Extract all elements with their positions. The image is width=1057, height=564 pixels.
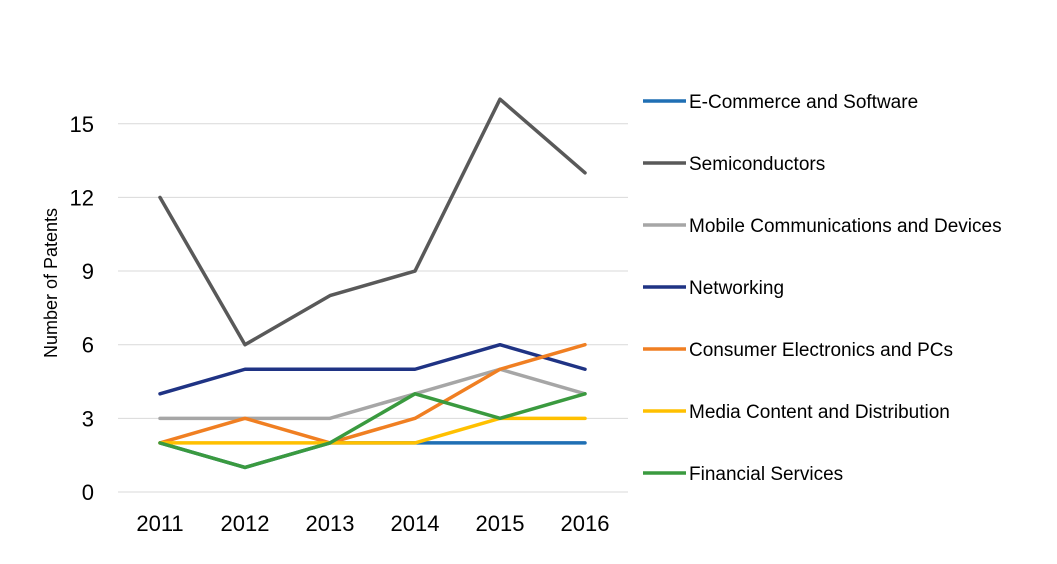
legend-item: Consumer Electronics and PCs (643, 340, 953, 361)
y-tick-label: 15 (70, 112, 94, 137)
legend-label: E-Commerce and Software (689, 92, 918, 113)
legend-label: Financial Services (689, 464, 843, 485)
series-line-3 (160, 345, 585, 394)
series-lines (160, 99, 585, 467)
legend-label: Mobile Communications and Devices (689, 216, 1002, 237)
legend-item: Semiconductors (643, 154, 825, 175)
y-tick-label: 9 (82, 259, 94, 284)
series-line-4 (160, 345, 585, 443)
y-tick-label: 0 (82, 480, 94, 505)
series-line-1 (160, 99, 585, 345)
legend-item: E-Commerce and Software (643, 92, 918, 113)
legend: E-Commerce and Software Semiconductors Mob… (643, 92, 1002, 485)
y-axis-ticks: 0 3 6 9 12 15 (70, 112, 94, 505)
x-tick-label: 2016 (561, 511, 610, 536)
legend-item: Media Content and Distribution (643, 402, 950, 423)
legend-item: Networking (643, 278, 784, 299)
x-axis-ticks: 2011 2012 2013 2014 2015 2016 (136, 511, 609, 536)
x-tick-label: 2015 (476, 511, 525, 536)
legend-label: Consumer Electronics and PCs (689, 340, 953, 361)
gridlines (118, 124, 628, 492)
y-tick-label: 3 (82, 406, 94, 431)
y-tick-label: 6 (82, 333, 94, 358)
legend-label: Networking (689, 278, 784, 299)
x-tick-label: 2011 (136, 511, 183, 536)
x-tick-label: 2012 (221, 511, 270, 536)
legend-label: Semiconductors (689, 154, 825, 175)
x-tick-label: 2014 (391, 511, 440, 536)
x-tick-label: 2013 (306, 511, 355, 536)
legend-label: Media Content and Distribution (689, 402, 950, 423)
y-tick-label: 12 (70, 185, 94, 210)
legend-item: Mobile Communications and Devices (643, 216, 1002, 237)
y-axis-title: Number of Patents (41, 208, 61, 358)
legend-item: Financial Services (643, 464, 843, 485)
series-line-0 (160, 443, 585, 468)
